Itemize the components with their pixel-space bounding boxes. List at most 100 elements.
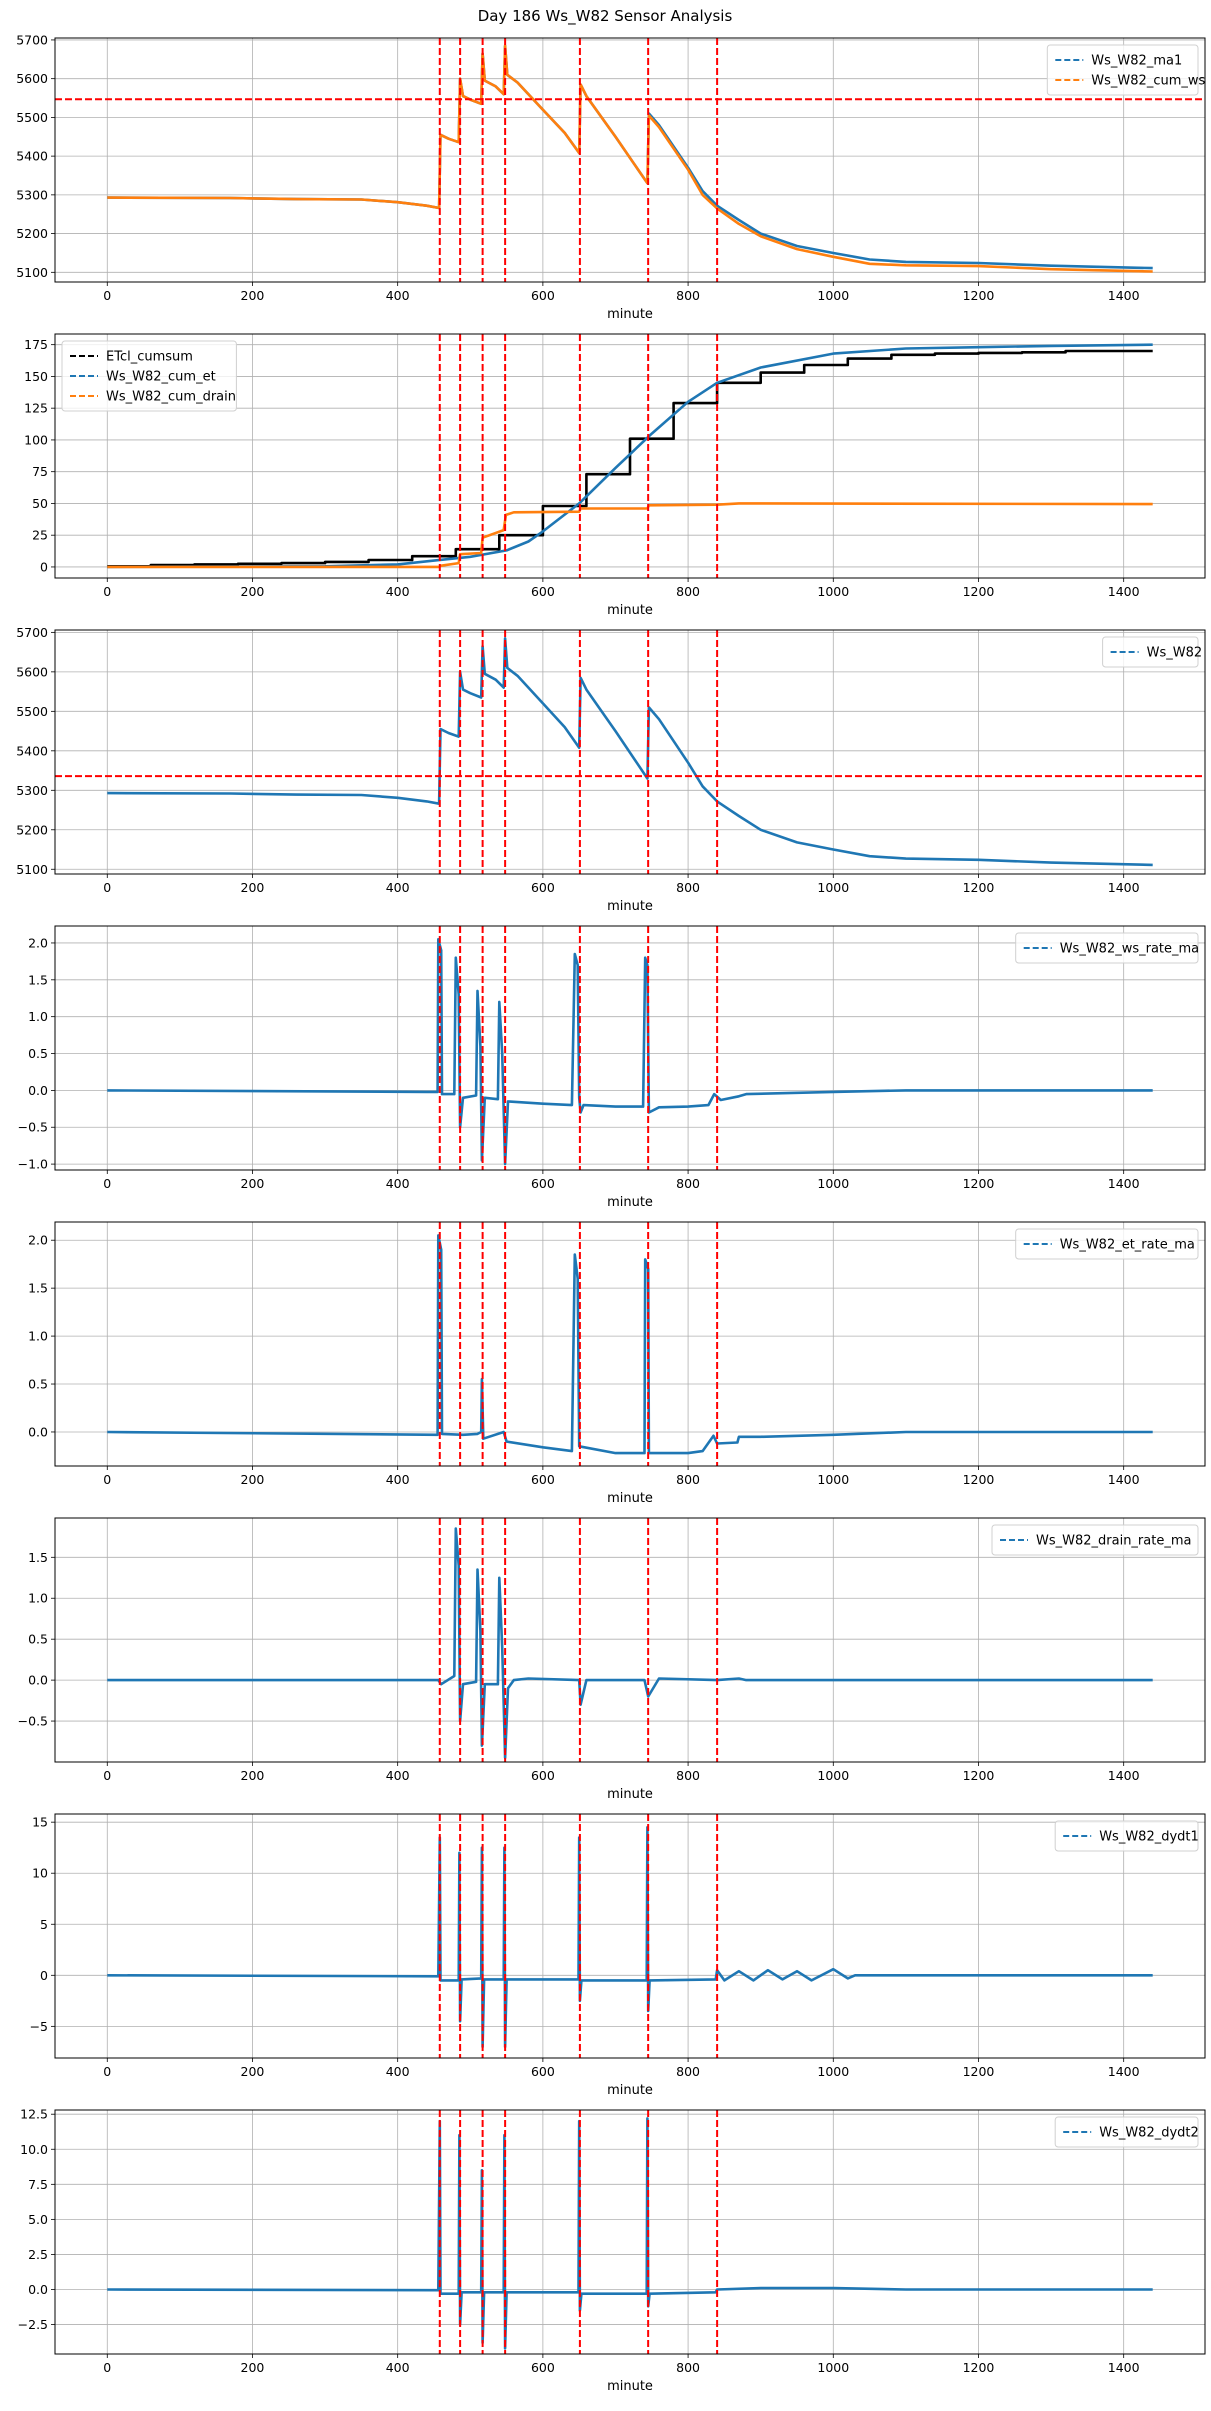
series-line-Ws_W82_drain_rate_ma [107,1527,1153,1760]
x-tick-label: 1400 [1108,2360,1140,2375]
legend-label: Ws_W82_et_rate_ma [1060,1238,1195,1253]
x-axis-label: minute [607,1491,653,1506]
y-tick-label: 0.5 [28,1377,48,1392]
x-axis-label: minute [607,307,653,322]
y-tick-label: 0.5 [28,1046,48,1061]
legend: Ws_W82_dydt2 [1054,2116,1199,2148]
x-axis-label: minute [607,603,653,618]
x-tick-label: 600 [531,1176,555,1191]
x-tick-label: 600 [531,2360,555,2375]
plot-area [107,2110,1153,2354]
x-axis-label: minute [607,1195,653,1210]
x-tick-label: 1200 [963,2064,995,2079]
x-tick-label: 0 [103,288,111,303]
x-tick-label: 1400 [1108,1472,1140,1487]
x-tick-label: 200 [241,584,265,599]
x-tick-label: 1000 [817,2360,849,2375]
legend-box [1015,1228,1199,1260]
legend-label: ETcl_cumsum [106,350,193,365]
y-tick-label: 0 [40,559,48,574]
y-tick-label: −1.0 [18,1157,48,1172]
legend-label: Ws_W82_ws_rate_ma [1060,942,1199,957]
y-tick-label: 100 [24,432,48,447]
y-tick-label: 0.5 [28,1632,48,1647]
legend-label: Ws_W82_dydt1 [1099,1830,1199,1845]
series-line-Ws_W82_et_rate_ma [107,1234,1153,1455]
x-tick-label: 1400 [1108,2064,1140,2079]
x-tick-label: 600 [531,288,555,303]
x-tick-label: 800 [676,1768,700,1783]
y-tick-label: 2.5 [28,2247,48,2262]
x-tick-label: 1200 [963,584,995,599]
axes-frame [54,925,1206,1171]
series-line-Ws_W82_dydt2 [107,2117,1153,2350]
axes-frame [54,1517,1206,1763]
series-line-ETcl_cumsum [107,349,1153,568]
subplot-6: 0 200 400 600 800 1000 1200 1400 −0.5 0.0 0.5 1.0 1.… [18,1517,1206,1802]
legend-box [1054,2116,1199,2148]
x-tick-label: 800 [676,1472,700,1487]
series-line-Ws_W82_cum_et [107,343,1153,569]
legend: Ws_W82_ws_rate_ma [1015,932,1199,964]
x-tick-label: 600 [531,880,555,895]
y-tick-label: 1.5 [28,972,48,987]
legend-label: Ws_W82_cum_ws [1091,74,1205,89]
x-tick-label: 1200 [963,880,995,895]
x-tick-label: 400 [386,880,410,895]
legend-box [1046,44,1199,96]
x-tick-label: 0 [103,880,111,895]
x-tick-label: 1400 [1108,288,1140,303]
legend-box [991,1524,1199,1556]
y-tick-label: −0.5 [18,1714,48,1729]
y-tick-label: 5600 [16,664,48,679]
y-tick-label: 5300 [16,783,48,798]
y-tick-label: 5100 [16,265,48,280]
y-tick-label: 1.0 [28,1329,48,1344]
legend-label: Ws_W82_cum_drain [106,390,236,405]
legend: ETcl_cumsum Ws_W82_cum_et Ws_W82_cum_drain [61,340,237,412]
legend-box [1054,1820,1199,1852]
x-tick-label: 1400 [1108,880,1140,895]
axes-frame [54,37,1206,283]
y-tick-label: 1.0 [28,1591,48,1606]
y-tick-label: 5200 [16,226,48,241]
y-tick-label: 0 [40,1968,48,1983]
legend-label: Ws_W82_drain_rate_ma [1036,1534,1191,1549]
plot-area [55,630,1205,874]
y-tick-label: 5400 [16,743,48,758]
x-tick-label: 800 [676,288,700,303]
x-tick-label: 0 [103,1176,111,1191]
x-tick-label: 0 [103,2064,111,2079]
y-tick-label: 1.5 [28,1281,48,1296]
y-tick-label: −5 [30,2019,48,2034]
x-tick-label: 400 [386,1176,410,1191]
plot-area [107,1222,1153,1466]
plot-area [107,1518,1153,1762]
series-line-Ws_W82_dydt1 [107,1826,1153,2049]
x-tick-label: 400 [386,1472,410,1487]
x-tick-label: 1200 [963,1176,995,1191]
x-tick-label: 1400 [1108,1176,1140,1191]
x-tick-label: 0 [103,1472,111,1487]
y-tick-label: 50 [32,496,48,511]
axes-frame [54,2109,1206,2355]
legend: Ws_W82 [1102,636,1202,668]
y-tick-label: 10.0 [20,2142,48,2157]
legend: Ws_W82_ma1 Ws_W82_cum_ws [1046,44,1206,96]
y-tick-label: 15 [32,1815,48,1830]
x-tick-label: 1200 [963,1472,995,1487]
plot-area [107,926,1153,1170]
series-line-Ws_W82_ws_rate_ma [107,937,1153,1166]
x-axis-label: minute [607,2379,653,2394]
series-line-Ws_W82 [107,636,1153,867]
x-tick-label: 600 [531,2064,555,2079]
subplot-7: 0 200 400 600 800 1000 1200 1400 −5 0 5 10 15 minute W… [30,1813,1206,2098]
x-axis-label: minute [607,1787,653,1802]
y-tick-label: 0.0 [28,1673,48,1688]
y-tick-label: 5500 [16,704,48,719]
subplot-1: 0 200 400 600 800 1000 1200 1400 5100 5200 5300 540… [16,32,1205,322]
legend-label: Ws_W82_ma1 [1091,54,1182,69]
y-tick-label: 5700 [16,625,48,640]
x-tick-label: 1000 [817,1472,849,1487]
